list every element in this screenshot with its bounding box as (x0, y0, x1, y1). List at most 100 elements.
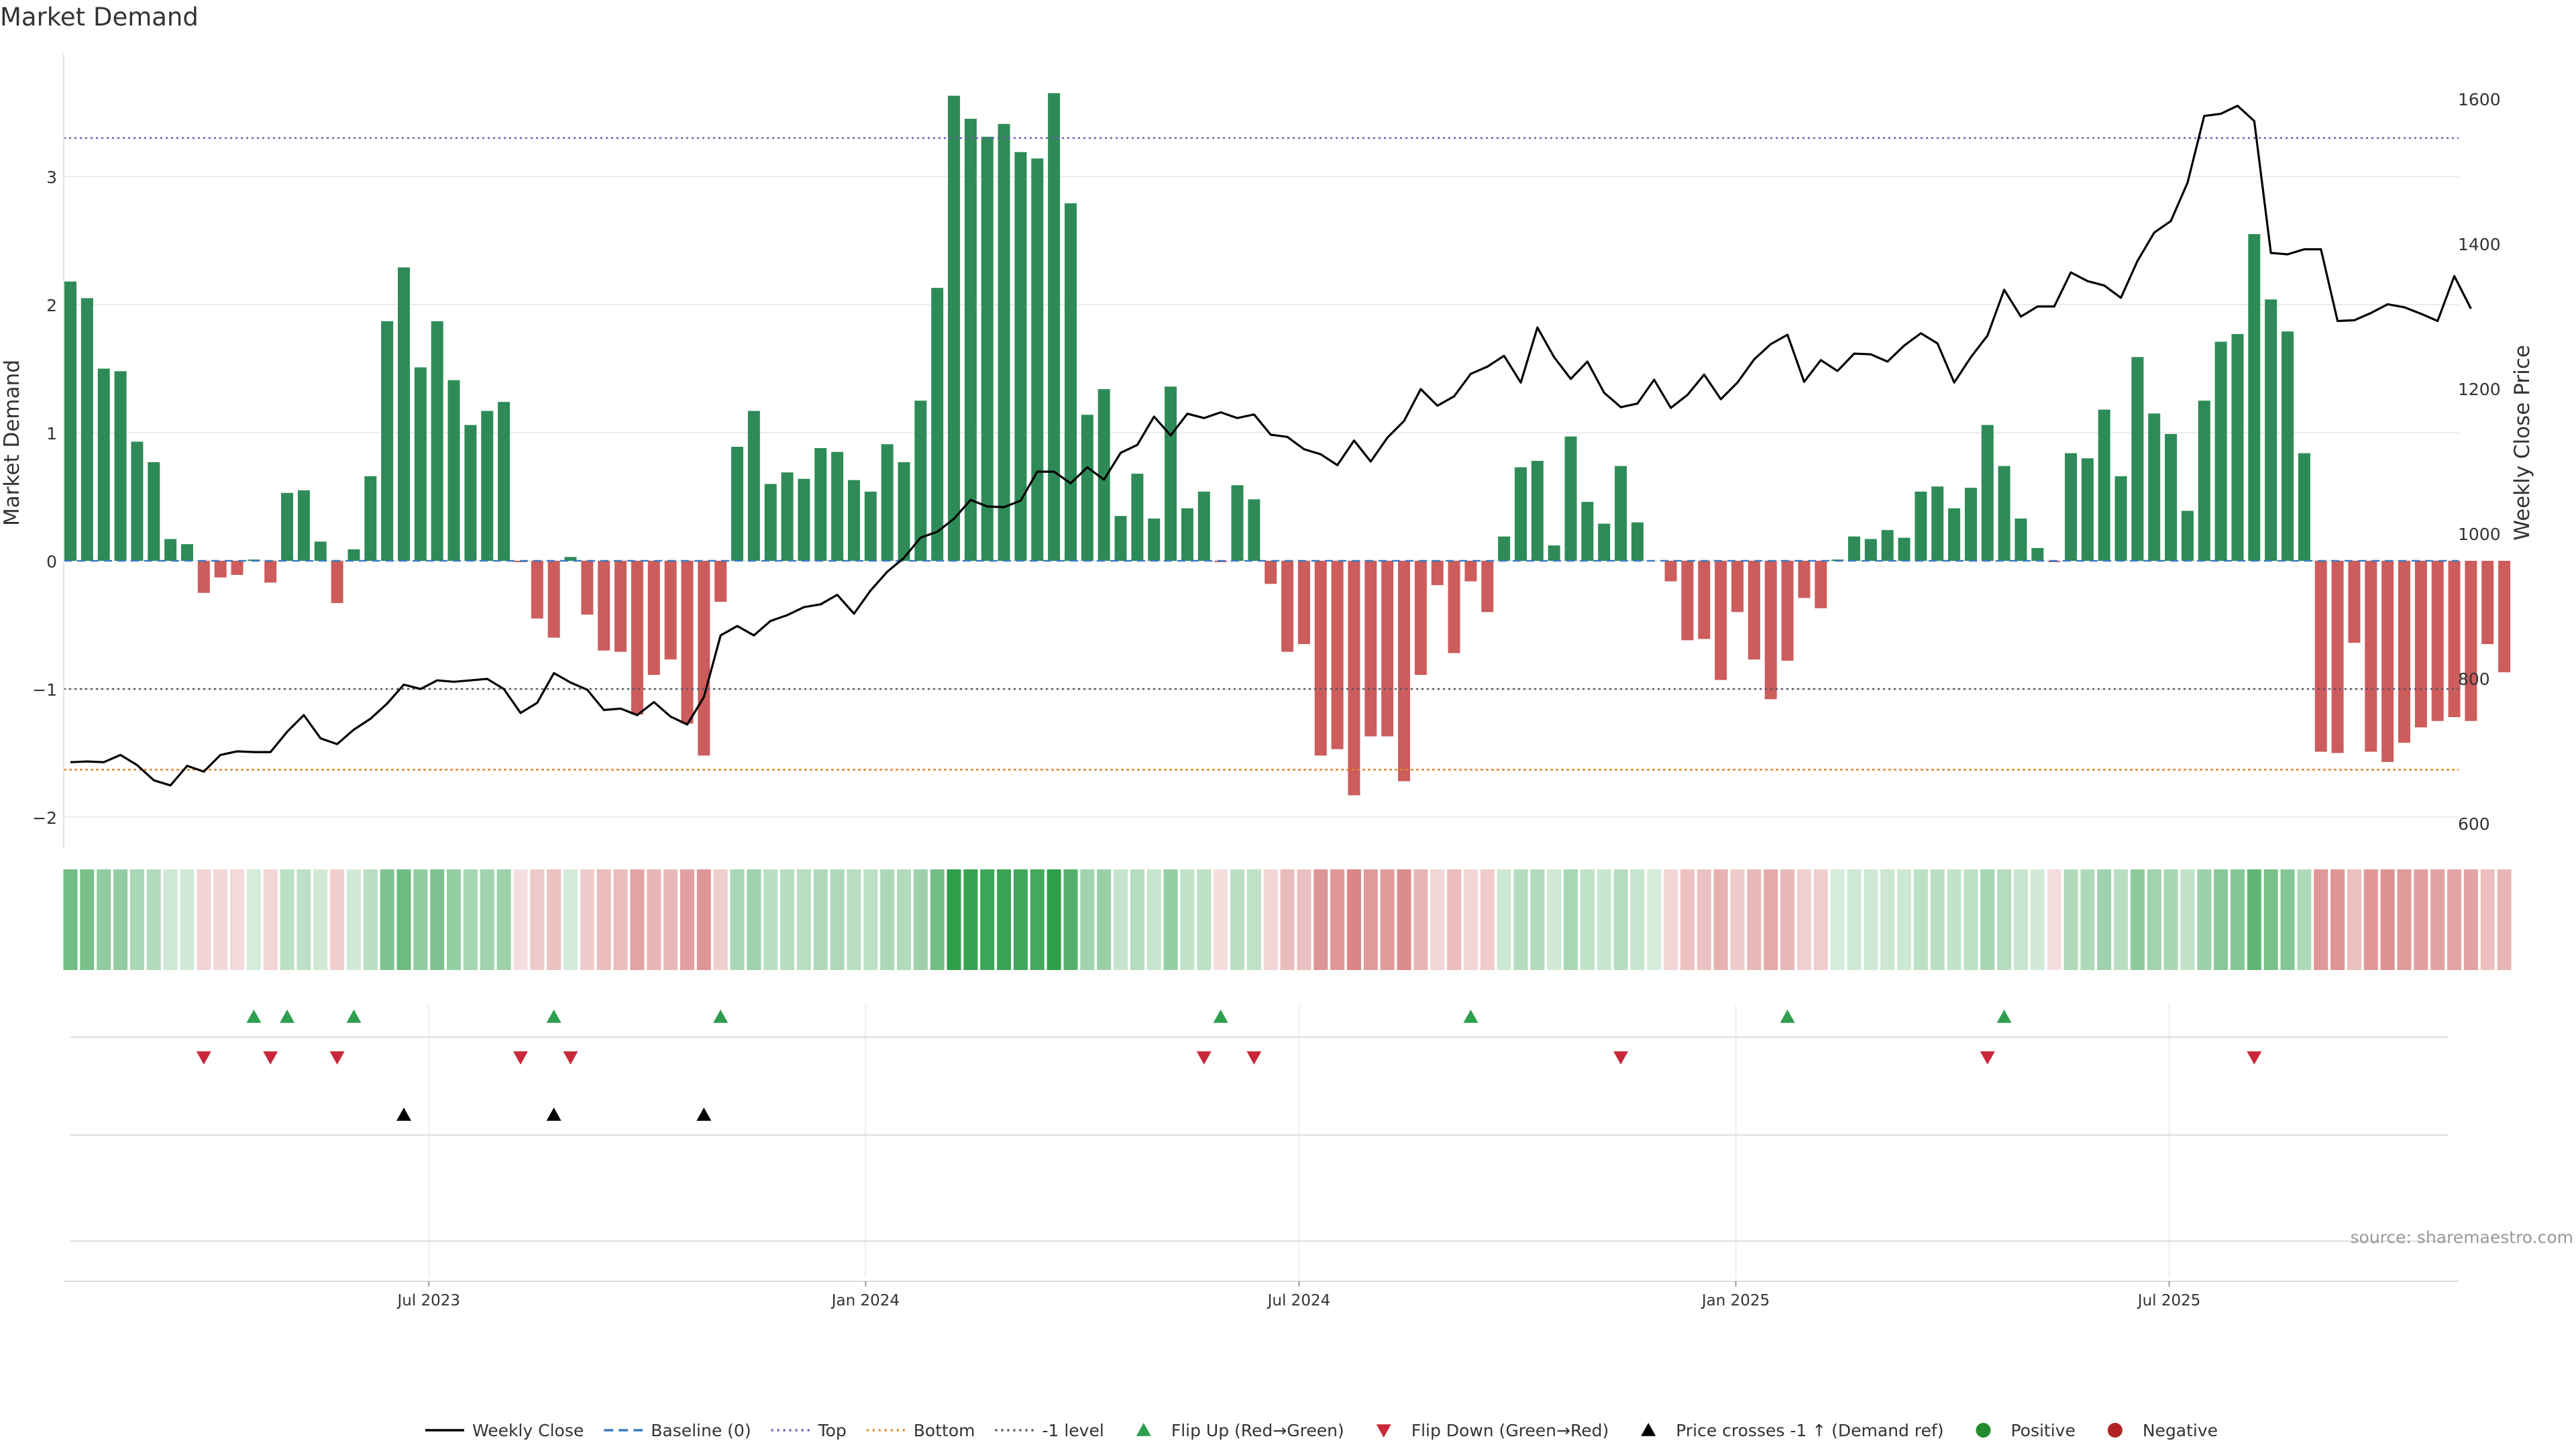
heat-cell (363, 869, 378, 970)
heat-cell (430, 869, 445, 970)
positive-bar (931, 288, 944, 561)
negative-bar (664, 561, 677, 660)
positive-bar (414, 367, 427, 561)
heat-cell (947, 869, 961, 970)
positive-bar (80, 298, 93, 561)
heat-cell (2363, 869, 2378, 970)
positive-bar (447, 380, 460, 561)
axes: −2 −1 0 1 2 3 600 800 1000 1200 1400 1600 (32, 54, 2501, 849)
positive-bar (914, 400, 927, 561)
heat-cell (2114, 869, 2129, 970)
heat-cell (1664, 869, 1678, 970)
positive-bar (97, 368, 110, 561)
heat-cell (313, 869, 328, 970)
positive-bar (364, 476, 377, 561)
x-tick-label: Jan 2024 (830, 1292, 900, 1309)
negative-bar (2465, 561, 2477, 721)
positive-bar (948, 95, 961, 561)
positive-bar (1915, 491, 1927, 561)
heat-cell (1163, 869, 1178, 970)
positive-bar (781, 472, 794, 561)
heat-cell (1146, 869, 1161, 970)
heat-cell (1780, 869, 1795, 970)
heat-cell (1913, 869, 1928, 970)
heat-cell (413, 869, 428, 970)
heat-cell (963, 869, 978, 970)
y-tick-label: −1 (32, 680, 57, 700)
negative-bar (264, 561, 277, 583)
positive-bar (180, 544, 193, 561)
negative-bar (681, 561, 694, 724)
y2-tick-label: 600 (2458, 814, 2490, 834)
negative-bar (614, 561, 627, 652)
heat-cell (1847, 869, 1862, 970)
y-tick-label: −2 (32, 808, 57, 828)
heat-cell (496, 869, 511, 970)
negative-bar (1431, 561, 1444, 586)
positive-bar (2081, 458, 2094, 561)
heat-cell (813, 869, 828, 970)
flip-up-marker (1463, 1010, 1479, 1023)
positive-bar (1847, 536, 1860, 561)
positive-bar (1014, 152, 1027, 561)
heat-cell (2214, 869, 2229, 970)
negative-bar (1698, 561, 1711, 639)
legend-label: Negative (2143, 1421, 2218, 1440)
heat-cell (1564, 869, 1578, 970)
negative-bar (1731, 561, 1743, 612)
flip-up-marker (346, 1010, 362, 1023)
heat-cell (447, 869, 462, 970)
heat-cell (1046, 869, 1061, 970)
positive-bar (64, 281, 76, 561)
heat-cell (1447, 869, 1462, 970)
heat-cell (1246, 869, 1261, 970)
heat-cell (1263, 869, 1278, 970)
positive-bar (2298, 453, 2310, 561)
heat-cell (564, 869, 578, 970)
positive-bar (2181, 511, 2194, 561)
negative-bar (2414, 561, 2427, 728)
negative-bar (1331, 561, 1344, 749)
heat-cell (913, 869, 928, 970)
positive-bar (731, 447, 743, 561)
negative-bar (581, 561, 594, 615)
positive-bar (1197, 491, 1210, 561)
negative-bar (1398, 561, 1410, 782)
negative-bar (1265, 561, 1277, 584)
negative-bar (631, 561, 643, 715)
heat-cell (1463, 869, 1478, 970)
positive-bar (2031, 547, 2044, 561)
negative-bar (698, 561, 710, 756)
negative-bar (1681, 561, 1694, 641)
heat-cell (2080, 869, 2095, 970)
heat-cell (2147, 869, 2161, 970)
negative-bar (2431, 561, 2444, 721)
heat-cell (2013, 869, 2028, 970)
positive-bar (464, 425, 477, 561)
price-cross-marker (396, 1108, 411, 1121)
heat-cell (113, 869, 128, 970)
y2-tick-label: 1600 (2458, 90, 2501, 109)
heat-cell (2047, 869, 2061, 970)
heat-cell (1030, 869, 1044, 970)
heat-cell (1397, 869, 1411, 970)
positive-bar (1948, 508, 1961, 561)
positive-bar (1964, 488, 1977, 561)
y2-tick-label: 800 (2458, 669, 2490, 689)
positive-bar (297, 490, 310, 561)
price-cross-marker (546, 1108, 561, 1121)
flip-up-marker (1213, 1010, 1228, 1023)
heat-cell (980, 869, 995, 970)
positive-bar (2114, 476, 2127, 561)
heat-cell (613, 869, 628, 970)
heat-cell (1013, 869, 1028, 970)
positive-bar (1114, 516, 1127, 561)
heat-cell (297, 869, 311, 970)
heat-cell (1880, 869, 1895, 970)
heat-cell (2497, 869, 2512, 970)
heat-cell (163, 869, 178, 970)
heat-cell (830, 869, 845, 970)
negative-bar (1297, 561, 1310, 645)
heat-cell (2330, 869, 2345, 970)
positive-bar (998, 123, 1010, 561)
